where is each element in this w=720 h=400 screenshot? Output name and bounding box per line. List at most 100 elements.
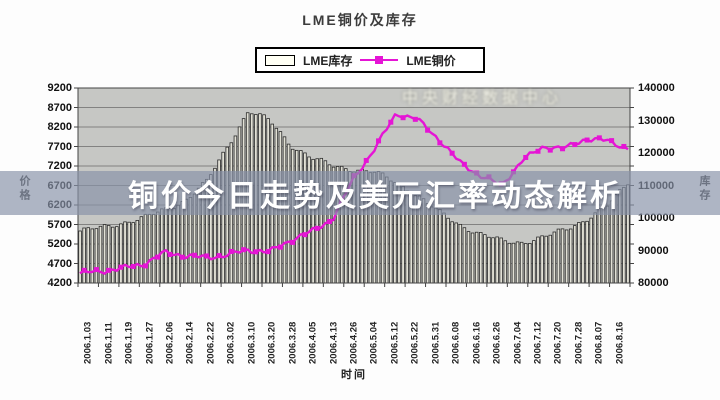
y-tick-label-right: 130000 — [638, 114, 675, 127]
inventory-bar — [147, 213, 152, 284]
x-tick-label: 2006.5.12 — [389, 321, 401, 364]
y-tick-label-left: 8200 — [47, 121, 72, 133]
inventory-bar — [519, 241, 524, 284]
price-marker — [547, 147, 553, 153]
x-tick-label: 2006.7.12 — [532, 321, 544, 364]
legend: LME库存 LME铜价 — [255, 47, 485, 73]
x-tick-label: 2006.3.10 — [246, 321, 258, 364]
price-marker — [609, 138, 615, 144]
x-tick-label: 2006.6.26 — [491, 321, 503, 364]
inventory-bar — [454, 222, 458, 284]
price-marker — [560, 146, 566, 152]
inventory-bar — [568, 228, 573, 284]
price-marker — [302, 232, 308, 238]
x-tick-label: 2006.4.26 — [348, 321, 360, 364]
x-tick-label: 2006.7.28 — [573, 321, 585, 364]
inventory-bar — [94, 228, 99, 284]
price-marker — [535, 148, 541, 154]
inventory-bar — [573, 225, 577, 284]
inventory-bar — [438, 208, 442, 284]
inventory-bar — [532, 240, 536, 284]
price-marker — [167, 251, 173, 257]
x-tick-label: 2006.2.06 — [164, 321, 176, 364]
y-tick-label-left: 4700 — [47, 257, 72, 270]
axis-title-time: 时间 — [341, 369, 367, 381]
inventory-bar — [597, 208, 602, 284]
inventory-bar — [290, 148, 295, 284]
x-tick-label: 2006.6.16 — [471, 321, 483, 364]
inventory-bar — [589, 217, 593, 284]
inventory-bar — [515, 241, 520, 284]
inventory-bar — [111, 226, 115, 284]
price-marker — [204, 253, 210, 259]
y-tick-label-left: 4200 — [47, 277, 72, 289]
price-marker — [155, 254, 161, 260]
x-tick-label: 2006.2.22 — [205, 321, 217, 364]
inventory-bar — [552, 231, 557, 284]
inventory-bar — [98, 225, 103, 284]
y-tick-label-right: 140000 — [638, 82, 675, 94]
price-marker — [290, 239, 296, 245]
inventory-bar — [605, 205, 610, 284]
chart-title: LME铜价及库存 — [302, 12, 418, 28]
price-marker — [118, 264, 124, 270]
x-tick-label: 2006.4.05 — [307, 321, 319, 364]
x-tick-label: 2006.1.11 — [103, 322, 115, 364]
inventory-bar — [491, 237, 495, 284]
inventory-bar — [225, 146, 229, 284]
inventory-bar — [82, 227, 86, 284]
inventory-bar — [503, 240, 508, 284]
price-marker — [130, 263, 136, 269]
headline-banner: 铜价今日走势及美元汇率动态解析 — [0, 171, 720, 215]
inventory-bar — [143, 213, 148, 284]
price-marker — [572, 142, 578, 148]
inventory-bar — [601, 206, 606, 284]
y-tick-label-right: 80000 — [638, 277, 669, 289]
x-tick-label: 2006.1.19 — [123, 321, 135, 364]
inventory-bar — [429, 206, 434, 284]
inventory-bar — [507, 242, 512, 284]
price-marker — [449, 150, 455, 156]
inventory-bar — [155, 211, 160, 284]
inventory-bar — [139, 216, 144, 284]
x-tick-label: 2006.5.22 — [409, 321, 421, 364]
price-marker — [241, 247, 247, 253]
x-tick-label: 2006.7.04 — [512, 321, 524, 364]
y-tick-label-left: 5200 — [47, 238, 72, 250]
x-tick-label: 2006.2.14 — [184, 321, 196, 364]
x-tick-label: 2006.3.20 — [266, 321, 278, 364]
inventory-bar — [536, 236, 540, 284]
price-marker — [192, 252, 198, 258]
x-tick-label: 2006.1.27 — [144, 321, 156, 364]
inventory-bar — [560, 228, 565, 284]
inventory-bar — [528, 243, 532, 284]
inventory-bar — [483, 234, 487, 284]
y-tick-label-left: 9200 — [47, 82, 72, 94]
inventory-bar — [127, 221, 131, 284]
price-marker — [93, 267, 99, 273]
price-marker — [277, 244, 283, 250]
price-marker — [621, 143, 627, 149]
inventory-bar — [151, 213, 156, 284]
y-tick-label-right: 90000 — [638, 244, 669, 257]
watermark-text: 中央财经数据中心 — [402, 90, 563, 107]
price-marker — [523, 154, 529, 160]
x-tick-label: 2006.6.08 — [450, 321, 462, 364]
x-tick-label: 2006.7.20 — [552, 321, 564, 364]
y-tick-label-left: 5700 — [47, 218, 72, 231]
inventory-bar — [495, 236, 499, 284]
price-line-swatch-icon — [360, 55, 399, 65]
inventory-bar — [434, 207, 438, 284]
inventory-bar — [458, 223, 463, 284]
x-tick-label: 2006.5.04 — [368, 321, 380, 364]
headline-text: 铜价今日走势及美元汇率动态解析 — [128, 180, 623, 213]
inventory-bar — [466, 231, 471, 284]
price-marker — [326, 218, 332, 224]
inventory-bar — [544, 235, 548, 284]
inventory-bar — [585, 220, 589, 284]
inventory-bar — [78, 230, 82, 284]
price-marker — [376, 138, 382, 144]
inventory-bar — [462, 227, 467, 284]
price-marker — [437, 140, 443, 146]
inventory-bar — [446, 217, 450, 284]
